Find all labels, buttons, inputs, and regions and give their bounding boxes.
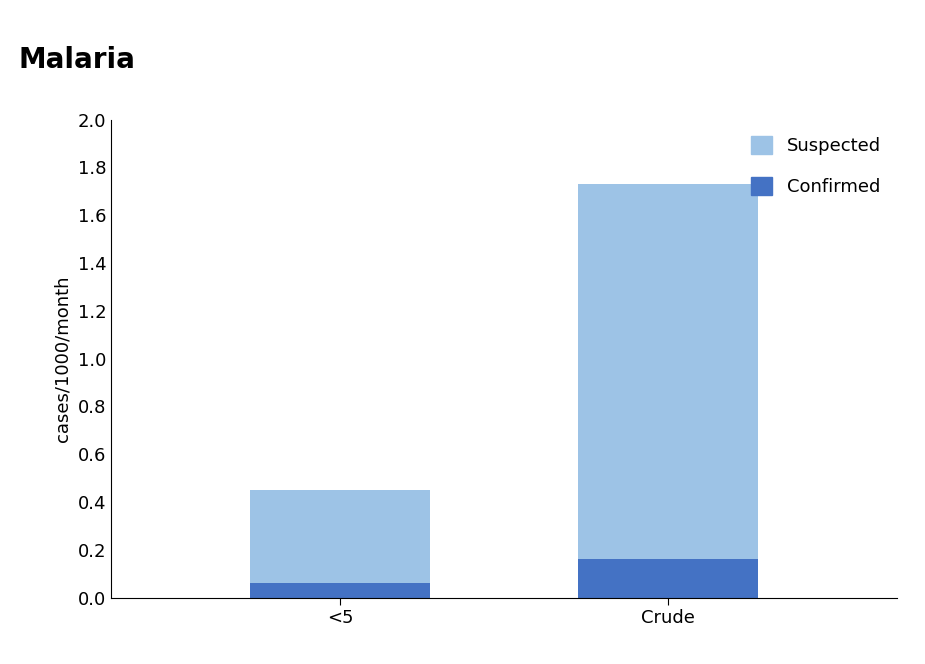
Bar [578, 559, 758, 598]
Legend: Suspected, Confirmed: Suspected, Confirmed [744, 129, 888, 203]
Y-axis label: cases/1000/month: cases/1000/month [54, 276, 72, 442]
Text: Malaria: Malaria [18, 46, 135, 74]
Bar [251, 490, 430, 583]
Bar [251, 583, 430, 598]
Bar [578, 184, 758, 559]
